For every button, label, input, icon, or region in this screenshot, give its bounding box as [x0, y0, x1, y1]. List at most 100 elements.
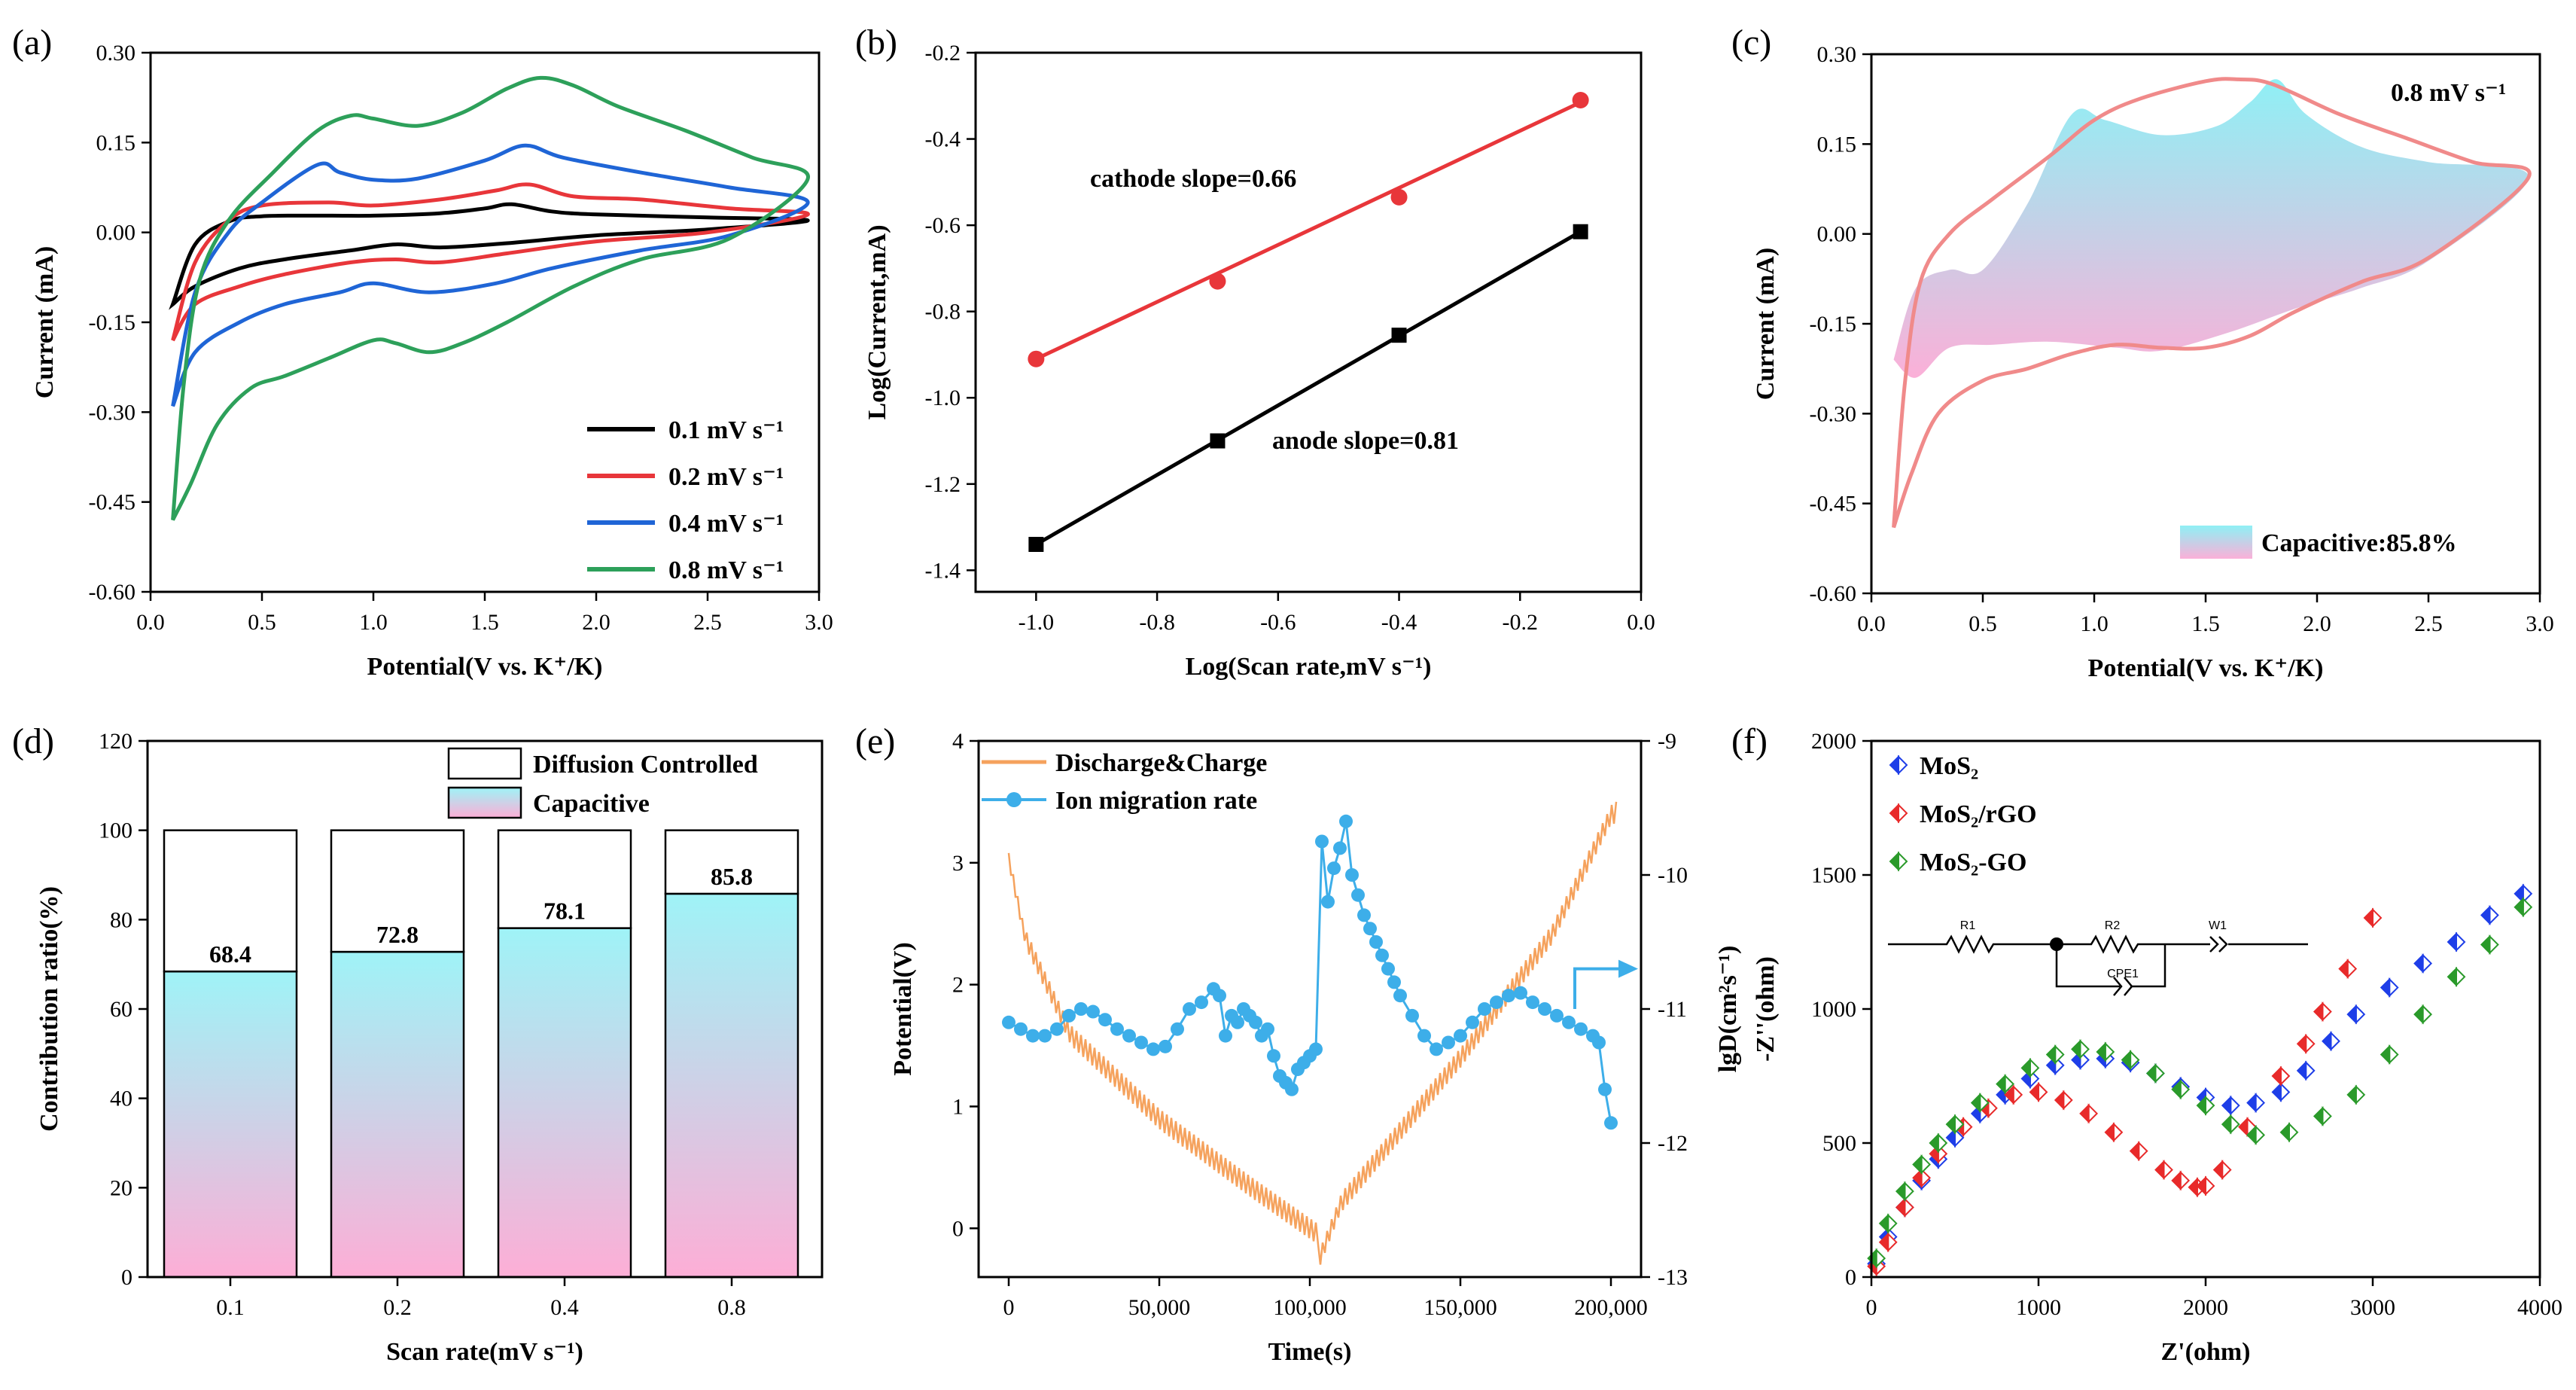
panel-b-xtick-label: -0.8	[1139, 610, 1175, 635]
panel-a-ytick-label: -0.60	[89, 580, 136, 605]
nyquist-point	[2514, 897, 2524, 918]
panel-label-a: (a)	[12, 23, 52, 62]
ion-migration-point	[1387, 975, 1401, 989]
ion-migration-point	[1038, 1029, 1052, 1043]
nyquist-point	[2313, 1105, 2324, 1126]
panel-b-log-plot: (b) -1.0 -0.8 -0.6 -0.4 -0.2 0.0 -0.2 -0.4 -0.6 -…	[855, 23, 1655, 681]
nyquist-point	[2246, 1093, 2257, 1114]
ion-migration-point	[1357, 908, 1371, 922]
nyquist-point	[1889, 754, 1899, 776]
nyquist-point-half	[2138, 1141, 2148, 1162]
right-axis-arrowhead	[1618, 959, 1638, 978]
panel-d-x-axis-label: Scan rate(mV s⁻¹)	[386, 1338, 583, 1366]
nyquist-point-half	[2346, 959, 2358, 980]
nyquist-point	[2322, 1031, 2332, 1052]
nyquist-point	[1895, 1181, 1906, 1202]
panel-e-ytick-label: 3	[952, 851, 964, 876]
nyquist-point-half	[2322, 1105, 2332, 1126]
nyquist-point-half	[1987, 1098, 1998, 1119]
panel-c-ytick-label: -0.60	[1810, 581, 1857, 606]
nyquist-point	[2004, 1084, 2014, 1105]
ion-migration-point	[1122, 1029, 1136, 1043]
ion-migration-point	[1598, 1082, 1612, 1096]
ion-migration-point	[1369, 935, 1383, 949]
ion-migration-point	[1562, 1015, 1576, 1029]
bar-value-label: 68.4	[209, 940, 251, 968]
ion-migration-point	[1110, 1022, 1124, 1036]
fit-line	[1035, 230, 1582, 547]
panel-e-x-axis-label: Time(s)	[1268, 1338, 1352, 1366]
ion-migration-point	[1309, 1042, 1323, 1056]
nyquist-point	[1996, 1074, 2006, 1095]
panel-d-contribution-bars: (d) 68.4 0.1 72.8 0.2 78.1 0.4 85.8 0.8 0 20 40 60 8…	[12, 721, 824, 1366]
nyquist-point	[2154, 1160, 2165, 1181]
panel-f-ytick-label: 0	[1845, 1265, 1856, 1290]
panel-f-ytick-label: 1500	[1811, 863, 1856, 888]
legend-entry-diffusion: Diffusion Controlled	[533, 751, 758, 779]
ion-migration-point	[1327, 861, 1341, 876]
bar-capacitive	[330, 950, 465, 1279]
ion-migration-point	[1345, 868, 1359, 882]
ion-migration-point	[1159, 1039, 1172, 1053]
nyquist-point	[2346, 1004, 2357, 1025]
panel-c-xtick-label: 2.0	[2303, 611, 2331, 636]
legend-entry: 0.8 mV s⁻¹	[668, 556, 784, 584]
nyquist-point-half	[2038, 1081, 2048, 1102]
panel-a-ytick-label: -0.30	[89, 400, 136, 425]
ion-migration-point	[1249, 1015, 1262, 1029]
ion-migration-point	[1219, 1029, 1232, 1043]
nyquist-point-half	[2012, 1084, 2023, 1105]
bar-diffusion	[163, 829, 298, 973]
panel-c-ytick-label: -0.30	[1810, 401, 1857, 426]
panel-c-xtick-label: 1.5	[2191, 611, 2220, 636]
panel-a-xtick-label: 2.5	[693, 610, 722, 635]
panel-b-ytick-label: -1.0	[925, 386, 961, 410]
panel-f-xtick-label: 2000	[2183, 1295, 2228, 1320]
panel-e-ytick-right-label: -10	[1658, 863, 1688, 888]
cv-curve-line	[169, 202, 810, 310]
nyquist-point	[2246, 1124, 2257, 1145]
legend-entry: 0.4 mV s⁻¹	[668, 510, 784, 538]
panel-f-xtick-label: 4000	[2517, 1295, 2562, 1320]
ion-migration-point	[1502, 989, 1515, 1003]
ion-migration-point	[1050, 1022, 1064, 1036]
panel-c-capacitive-cv: (c) 0.0 0.5 1.0 1.5 2.0 2.5 3.0 0.30 0.15 0.00 -0.…	[1731, 23, 2554, 682]
panel-e-xtick-label: 200,000	[1574, 1295, 1648, 1320]
ion-migration-point	[1014, 1022, 1028, 1036]
nyquist-point	[2171, 1170, 2182, 1191]
panel-d-xtick-label: 0.1	[216, 1295, 245, 1320]
nyquist-point	[1912, 1167, 1923, 1188]
panel-e-ytick-right-label: -11	[1658, 997, 1687, 1022]
anode-slope-annotation: anode slope=0.81	[1272, 427, 1459, 455]
bar-value-label: 85.8	[711, 863, 753, 890]
panel-a-xtick-label: 0.0	[136, 610, 165, 635]
ion-migration-point	[1550, 1008, 1564, 1023]
legend-entry: MoS₂-GO	[1920, 849, 2026, 876]
panel-label-e: (e)	[855, 721, 895, 761]
nyquist-point-half	[2456, 966, 2466, 987]
panel-f-y-axis-label: -Z''(ohm)	[1752, 956, 1780, 1062]
panel-a-x-axis-label: Potential(V vs. K⁺/K)	[367, 653, 603, 681]
panel-f-xtick-label: 3000	[2350, 1295, 2395, 1320]
bar-capacitive	[664, 892, 799, 1279]
ion-migration-point	[1086, 1004, 1100, 1019]
legend-entry: 0.2 mV s⁻¹	[668, 463, 784, 491]
panel-d-ytick-label: 80	[110, 907, 132, 932]
potential-sawtooth-line	[1007, 801, 1618, 1265]
cv-curve-line	[171, 143, 810, 407]
ion-migration-point	[1478, 1002, 1491, 1016]
nyquist-point	[2221, 1114, 2232, 1135]
nyquist-point	[1878, 1232, 1889, 1253]
panel-f-xtick-label: 0	[1866, 1295, 1877, 1320]
panel-c-xtick-label: 0.5	[1969, 611, 1997, 636]
nyquist-point	[1945, 1114, 1956, 1135]
circuit-wire	[1888, 934, 2308, 954]
panel-b-ytick-label: -0.6	[925, 213, 961, 238]
nyquist-point	[2212, 1160, 2224, 1181]
panel-d-ytick-label: 60	[110, 997, 132, 1022]
ion-migration-point	[1592, 1035, 1606, 1050]
ion-migration-point	[1375, 948, 1389, 962]
ion-migration-point	[1442, 1035, 1455, 1050]
panel-d-y-axis-label: Contribution ratio(%)	[35, 886, 63, 1132]
panel-b-ytick-label: -0.4	[925, 127, 961, 152]
